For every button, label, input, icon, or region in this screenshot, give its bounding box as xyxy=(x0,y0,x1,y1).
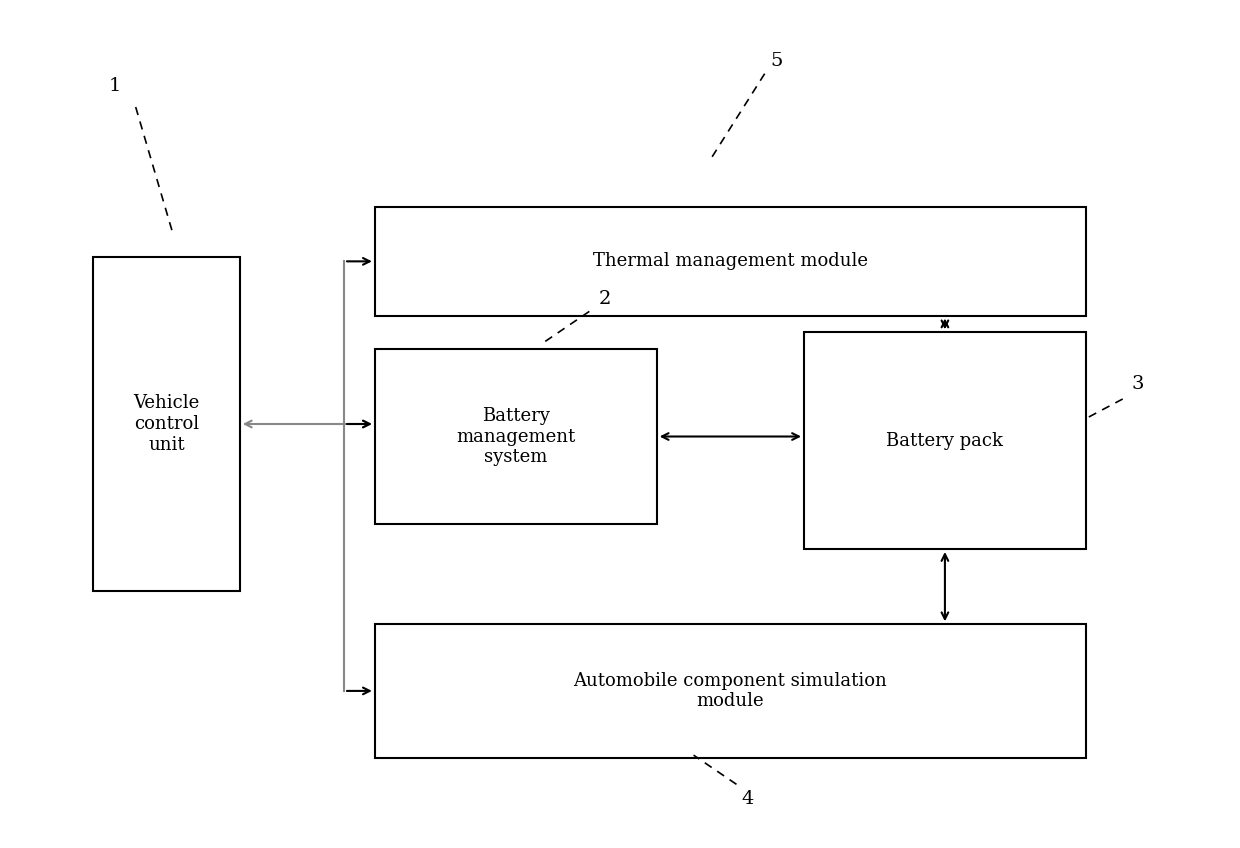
Text: 3: 3 xyxy=(1131,375,1143,393)
Bar xyxy=(374,349,657,524)
Text: 5: 5 xyxy=(771,53,784,70)
Text: 4: 4 xyxy=(742,790,754,808)
Text: Thermal management module: Thermal management module xyxy=(593,253,868,271)
Bar xyxy=(374,624,1086,757)
Text: Battery pack: Battery pack xyxy=(887,432,1003,449)
Bar xyxy=(374,207,1086,315)
Text: Vehicle
control
unit: Vehicle control unit xyxy=(133,394,200,454)
Bar xyxy=(804,332,1086,550)
Text: Battery
management
system: Battery management system xyxy=(456,407,575,466)
Text: 1: 1 xyxy=(109,77,122,95)
Text: Automobile component simulation
module: Automobile component simulation module xyxy=(573,672,888,711)
Bar xyxy=(93,257,239,591)
Text: 2: 2 xyxy=(599,290,611,308)
